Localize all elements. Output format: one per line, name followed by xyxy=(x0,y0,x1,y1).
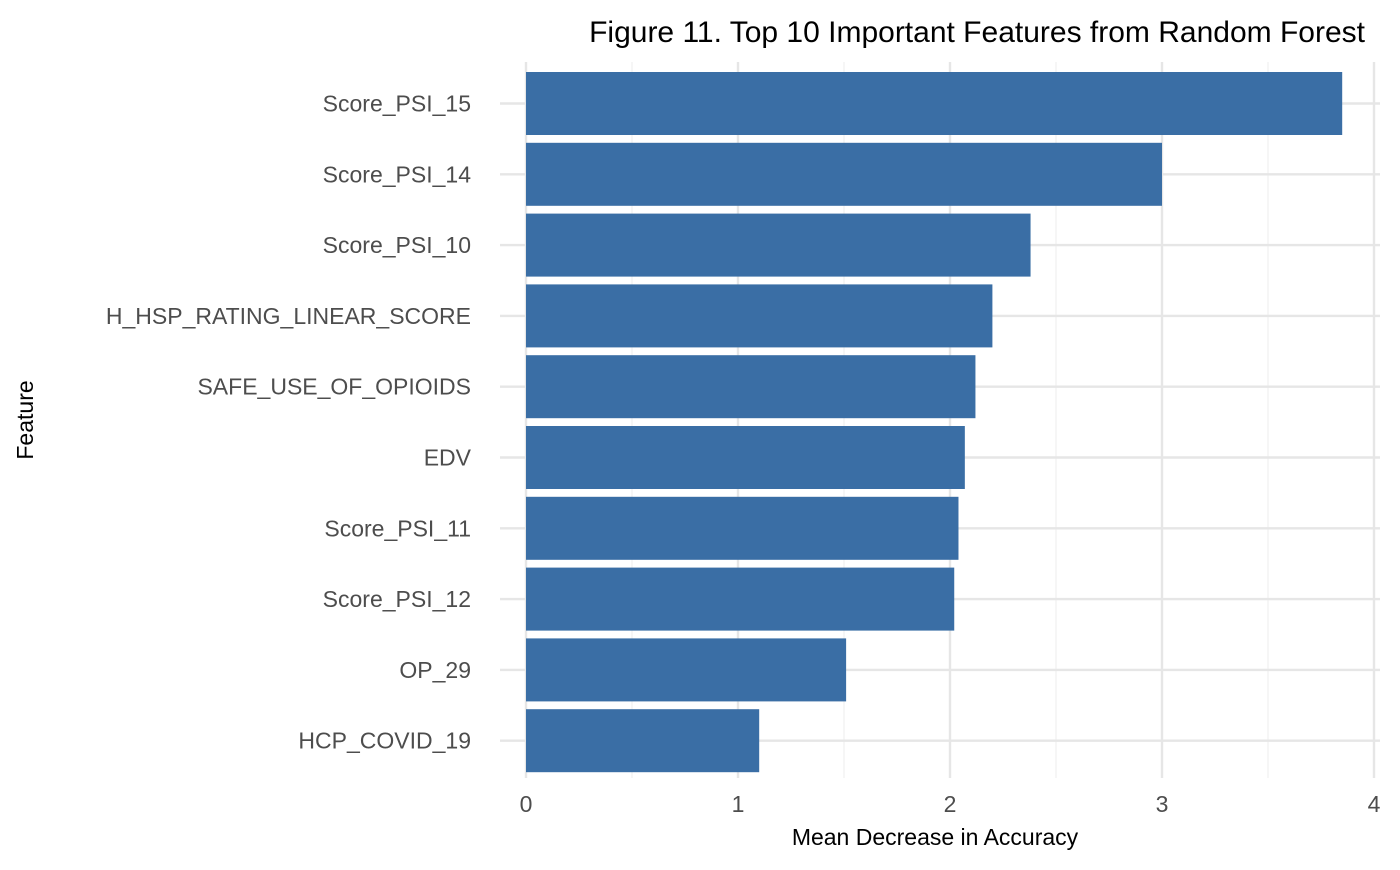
y-tick-label: Score_PSI_15 xyxy=(323,91,471,117)
bars xyxy=(526,72,1343,773)
bar xyxy=(526,213,1031,277)
bar xyxy=(526,638,847,702)
y-tick-label: EDV xyxy=(424,445,472,471)
bar xyxy=(526,284,993,348)
y-tick-label: Score_PSI_14 xyxy=(323,161,472,187)
bar xyxy=(526,496,959,560)
x-tick-label: 1 xyxy=(732,791,745,817)
bar xyxy=(526,355,976,419)
x-tick-label: 3 xyxy=(1156,791,1169,817)
bar xyxy=(526,567,955,631)
y-tick-labels: Score_PSI_15 Score_PSI_14 Score_PSI_10 H_HS… xyxy=(106,91,472,754)
y-tick-label: SAFE_USE_OF_OPIOIDS xyxy=(197,374,471,400)
y-tick-label: HCP_COVID_19 xyxy=(298,728,471,754)
bar xyxy=(526,142,1162,206)
x-tick-label: 4 xyxy=(1368,791,1381,817)
x-tick-label: 2 xyxy=(944,791,957,817)
y-tick-label: OP_29 xyxy=(399,657,471,683)
bar xyxy=(526,72,1343,135)
bar xyxy=(526,709,760,773)
y-tick-label: Score_PSI_11 xyxy=(324,515,471,541)
y-tick-label: Score_PSI_10 xyxy=(323,232,471,258)
y-tick-label: H_HSP_RATING_LINEAR_SCORE xyxy=(106,303,471,329)
chart-title: Figure 11. Top 10 Important Features fro… xyxy=(589,16,1366,49)
bar xyxy=(526,426,965,489)
y-tick-label: Score_PSI_12 xyxy=(323,586,471,612)
x-tick-label: 0 xyxy=(520,791,533,817)
x-tick-labels: 0 1 2 3 4 xyxy=(520,791,1381,817)
y-axis-title: Feature xyxy=(12,380,38,459)
x-axis-title: Mean Decrease in Accuracy xyxy=(792,824,1079,850)
